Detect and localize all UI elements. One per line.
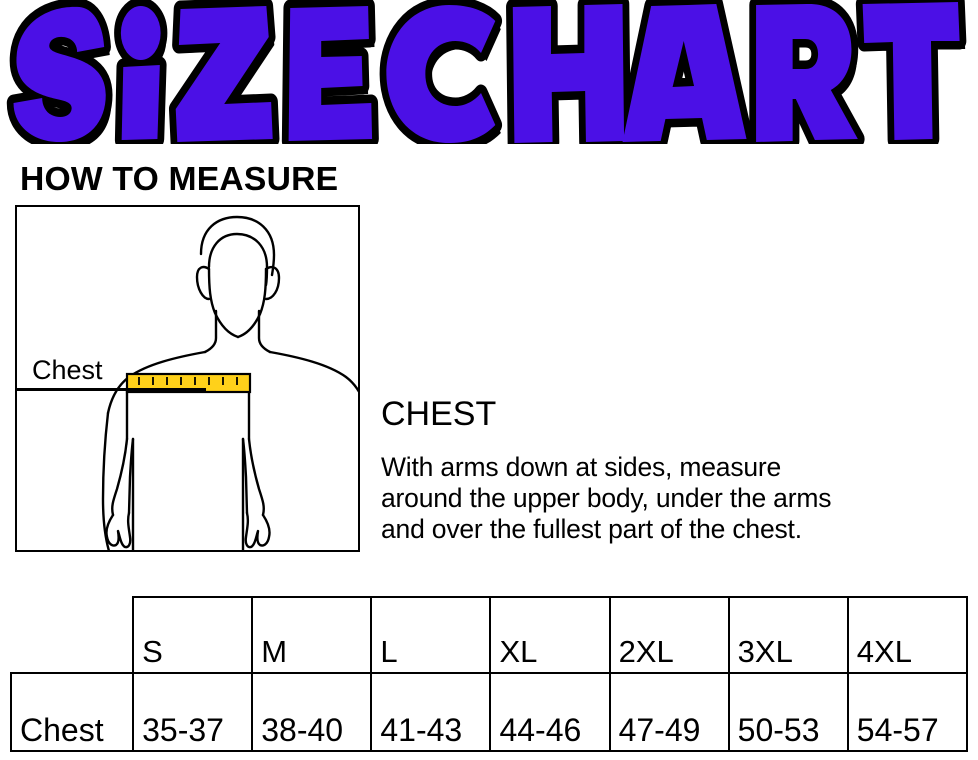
table-header-s: S bbox=[132, 596, 254, 674]
page-title bbox=[0, 0, 978, 144]
tape-measure bbox=[125, 372, 252, 394]
chest-value-xl: 44-46 bbox=[489, 672, 611, 752]
chest-description-line-3: and over the fullest part of the chest. bbox=[381, 514, 802, 544]
chest-value-m: 38-40 bbox=[251, 672, 373, 752]
chest-description: With arms down at sides, measure around … bbox=[381, 452, 971, 545]
measure-diagram-box bbox=[15, 205, 360, 552]
table-header-row: S M L XL 2XL 3XL 4XL bbox=[11, 596, 969, 674]
table-header-3xl: 3XL bbox=[727, 596, 849, 674]
chest-description-line-1: With arms down at sides, measure bbox=[381, 452, 782, 482]
table-corner-cell bbox=[11, 597, 133, 673]
table-header-2xl: 2XL bbox=[608, 596, 730, 674]
table-header-m: M bbox=[251, 596, 373, 674]
chest-value-3xl: 50-53 bbox=[727, 672, 849, 752]
table-header-xl: XL bbox=[489, 596, 611, 674]
table-row: Chest 35-37 38-40 41-43 44-46 47-49 50-5… bbox=[9, 672, 969, 752]
chest-value-s: 35-37 bbox=[132, 672, 254, 752]
chest-callout-label: Chest bbox=[32, 355, 103, 385]
chest-value-2xl: 47-49 bbox=[608, 672, 730, 752]
size-table: S M L XL 2XL 3XL 4XL Chest 35-37 38-40 4… bbox=[9, 596, 969, 752]
chest-section-heading: CHEST bbox=[381, 395, 497, 433]
size-table-wrapper: S M L XL 2XL 3XL 4XL Chest 35-37 38-40 4… bbox=[9, 596, 969, 753]
male-torso-figure bbox=[101, 215, 358, 550]
chest-value-l: 41-43 bbox=[370, 672, 492, 752]
chest-value-4xl: 54-57 bbox=[846, 672, 969, 752]
row-label-chest: Chest bbox=[9, 672, 135, 752]
title-graphic bbox=[0, 0, 978, 144]
how-to-measure-heading: HOW TO MEASURE bbox=[20, 160, 339, 197]
chest-leader-line bbox=[16, 388, 206, 391]
table-header-4xl: 4XL bbox=[846, 596, 969, 674]
chest-description-line-2: around the upper body, under the arms bbox=[381, 483, 832, 513]
table-header-l: L bbox=[370, 596, 492, 674]
